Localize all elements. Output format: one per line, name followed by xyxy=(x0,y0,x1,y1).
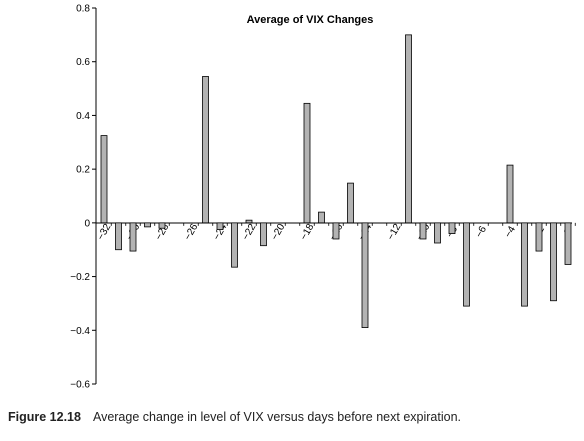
bar xyxy=(463,222,470,307)
bars xyxy=(100,34,572,329)
y-tick-label: −0.4 xyxy=(70,326,90,337)
bar xyxy=(332,222,340,240)
bar xyxy=(347,182,354,224)
bar xyxy=(303,102,311,224)
caption-text: Average change in level of VIX versus da… xyxy=(92,410,461,424)
caption-label: Figure 12.18 xyxy=(8,410,81,424)
bar xyxy=(216,222,224,230)
bar xyxy=(144,222,151,228)
bar xyxy=(434,222,441,244)
vix-bar-chart: Average of VIX Changes 0.8 0.6 0.4 0.2 0 −0.2… xyxy=(70,4,576,391)
bar xyxy=(550,222,557,302)
y-tick-label: 0.8 xyxy=(76,4,90,15)
bar xyxy=(158,222,166,229)
bar xyxy=(419,222,427,240)
bar xyxy=(260,222,267,247)
bar xyxy=(115,222,122,251)
y-tick-label: 0.2 xyxy=(76,165,90,176)
y-tick-label: 0 xyxy=(84,218,90,229)
figure-caption: Figure 12.18 Average change in level of V… xyxy=(8,410,461,424)
y-tick-label: −0.6 xyxy=(70,380,90,391)
x-tick-label: −6 xyxy=(474,224,489,240)
bar xyxy=(129,222,137,252)
bar xyxy=(506,164,514,224)
chart-title: Average of VIX Changes xyxy=(247,14,374,26)
y-tick-label: −0.2 xyxy=(70,272,90,283)
x-axis-ticks: −32−30−28−26−24−22−20−18−16−14−12−10−8−6… xyxy=(95,222,576,242)
y-axis-ticks: 0.8 0.6 0.4 0.2 0 −0.2 −0.4 −0.6 xyxy=(70,4,96,391)
bar xyxy=(202,76,209,224)
bar xyxy=(448,222,456,235)
y-tick-label: 0.6 xyxy=(76,57,90,68)
bar xyxy=(405,34,412,224)
bar xyxy=(245,219,253,224)
bar xyxy=(231,222,238,268)
bar xyxy=(318,211,325,224)
bar xyxy=(100,135,108,224)
bar xyxy=(361,222,369,329)
bar xyxy=(535,222,543,252)
bar xyxy=(521,222,528,307)
x-tick-label: −4 xyxy=(503,224,518,240)
bar xyxy=(564,222,572,265)
y-tick-label: 0.4 xyxy=(76,111,90,122)
